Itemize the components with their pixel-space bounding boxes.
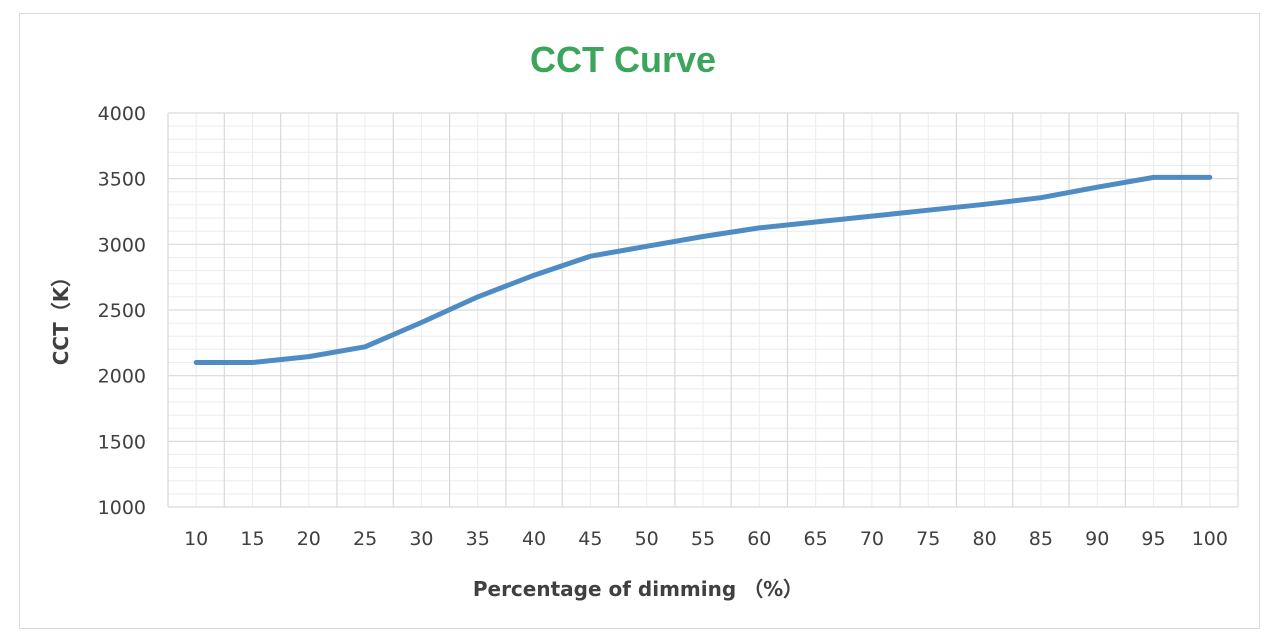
x-tick-label: 70 — [860, 528, 884, 550]
x-tick-label: 10 — [184, 528, 208, 550]
x-tick-label: 90 — [1085, 528, 1109, 550]
x-tick-label: 95 — [1141, 528, 1165, 550]
data-point — [757, 225, 762, 231]
y-tick-label: 2000 — [98, 366, 146, 388]
data-point — [869, 213, 875, 219]
x-tick-label: 40 — [522, 528, 546, 550]
data-point — [419, 320, 424, 325]
data-point — [644, 244, 649, 249]
x-tick-label: 45 — [578, 528, 602, 550]
data-point — [926, 207, 931, 213]
data-point — [193, 360, 199, 365]
data-point — [1095, 185, 1100, 190]
chart-title: CCT Curve — [530, 39, 716, 80]
data-point — [813, 219, 818, 225]
x-tick-label: 30 — [409, 528, 433, 550]
y-tick-label: 4000 — [98, 103, 146, 125]
x-tick-label: 100 — [1192, 528, 1228, 550]
x-tick-label: 55 — [691, 528, 715, 550]
y-tick-label: 2500 — [98, 300, 146, 322]
y-axis-ticks: 1000 1500 2000 2500 3000 3500 4000 — [98, 103, 146, 519]
x-axis-ticks: 10 15 20 25 30 35 40 45 50 55 60 65 70 75 80 85 90 95 100 — [184, 528, 1228, 550]
data-point — [250, 360, 255, 365]
series-layer — [193, 174, 1213, 365]
x-tick-label: 80 — [972, 528, 996, 550]
data-point — [700, 234, 706, 239]
data-point — [1151, 175, 1156, 180]
y-tick-label: 3500 — [98, 169, 146, 191]
y-tick-label: 1000 — [98, 497, 146, 519]
y-tick-label: 1500 — [98, 431, 146, 453]
x-tick-label: 15 — [240, 528, 264, 550]
chart-frame — [19, 13, 1260, 629]
x-tick-label: 20 — [297, 528, 321, 550]
x-tick-label: 25 — [353, 528, 377, 550]
y-axis-title: CCT（K） — [49, 267, 73, 366]
data-point — [306, 354, 311, 359]
data-point — [1207, 175, 1213, 180]
x-tick-label: 50 — [635, 528, 659, 550]
data-point — [362, 344, 368, 349]
data-point — [588, 253, 593, 259]
data-point — [1038, 195, 1044, 200]
x-axis-title: Percentage of dimming （%） — [473, 577, 803, 601]
data-point — [982, 202, 987, 207]
x-tick-label: 65 — [804, 528, 828, 550]
x-tick-label: 75 — [916, 528, 940, 550]
x-tick-label: 35 — [466, 528, 490, 550]
x-tick-label: 85 — [1029, 528, 1053, 550]
y-tick-label: 3000 — [98, 234, 146, 256]
data-point — [475, 294, 480, 300]
x-tick-label: 60 — [747, 528, 771, 550]
data-point — [531, 272, 537, 278]
